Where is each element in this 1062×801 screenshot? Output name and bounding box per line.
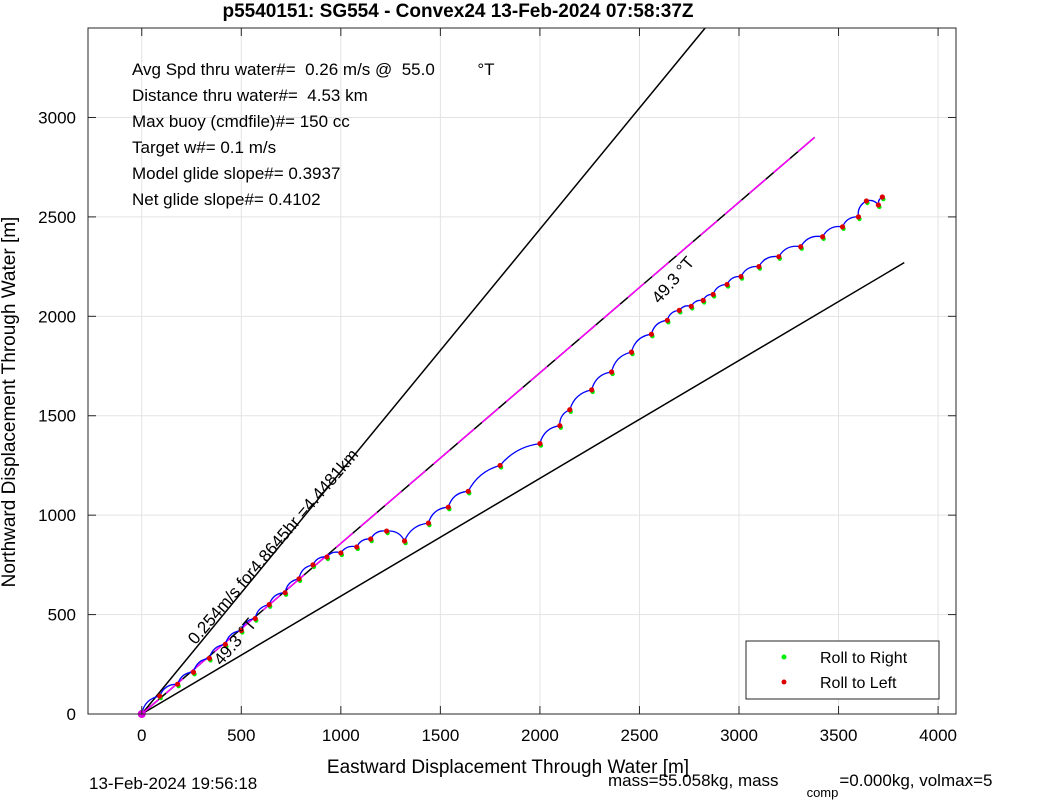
legend-label-roll-right: Roll to Right [820, 650, 908, 667]
roll-left-point [756, 264, 762, 270]
roll-markers [137, 194, 886, 718]
roll-left-point [282, 590, 288, 596]
x-tick-label: 1000 [322, 726, 360, 745]
roll-left-point [839, 224, 846, 230]
roll-left-point [537, 440, 543, 447]
x-tick-label: 1500 [421, 726, 459, 745]
legend: Roll to Right Roll to Left [745, 640, 940, 700]
roll-left-point [174, 681, 181, 687]
grid [88, 28, 956, 715]
roll-left-point [608, 369, 615, 375]
reference-line [141, 261, 905, 715]
roll-left-point [738, 273, 744, 280]
info-line: Model glide slope#= 0.3937 [132, 164, 340, 183]
track-line [141, 196, 883, 715]
roll-left-point [310, 562, 316, 568]
roll-left-point [190, 669, 197, 675]
y-axis-label: Northward Displacement Through Water [m] [0, 217, 20, 588]
footer-mass-tail: =0.000kg, volmax=5 [839, 771, 992, 790]
roll-left-point [401, 538, 408, 544]
roll-left-point [497, 462, 503, 469]
roll-left-point [700, 297, 706, 304]
roll-left-point [724, 281, 730, 288]
roll-left-point [557, 423, 563, 429]
x-tick-label: 2500 [621, 726, 659, 745]
info-line: Target w#= 0.1 m/s [132, 138, 276, 157]
roll-left-point [324, 554, 330, 560]
y-tick-label: 500 [48, 606, 76, 625]
roll-left-point [798, 244, 804, 250]
roll-left-point [338, 550, 344, 556]
roll-left-point [238, 627, 244, 634]
info-line: Max buoy (cmdfile)#= 150 cc [132, 112, 350, 131]
roll-left-point [368, 536, 374, 542]
roll-left-point [688, 303, 694, 309]
roll-left-point [266, 602, 272, 608]
x-tick-label: 0 [137, 726, 146, 745]
roll-left-point [296, 576, 302, 582]
legend-marker-roll-left [781, 679, 787, 685]
roll-left-point [820, 234, 826, 240]
footer-mass-text: mass=55.058kg, mass [608, 771, 779, 790]
roll-left-point [425, 520, 432, 526]
x-tick-label: 2000 [521, 726, 559, 745]
info-text-block: Avg Spd thru water#= 0.26 m/s @ 55.0 °T D… [132, 60, 495, 209]
roll-left-point [664, 317, 670, 323]
roll-left-point [855, 214, 862, 220]
y-tick-label: 1500 [38, 407, 76, 426]
reference-line [141, 27, 706, 715]
y-tick-label: 2000 [38, 307, 76, 326]
y-tick-label: 2500 [38, 208, 76, 227]
x-axis-label: Eastward Displacement Through Water [m] [327, 757, 689, 778]
annotation-label: 49.3 °T [648, 253, 698, 307]
roll-left-point [863, 198, 870, 204]
axes-box [87, 27, 957, 715]
y-tick-label: 0 [67, 705, 76, 724]
roll-left-point [354, 544, 360, 550]
roll-left-point [648, 331, 655, 337]
roll-left-point [589, 387, 595, 393]
y-tick-label: 1000 [38, 506, 76, 525]
footer-timestamp: 13-Feb-2024 19:56:18 [89, 774, 257, 793]
axis-ticks: 0 500 1000 1500 2000 2500 3000 3500 4000 0 500 1000… [38, 28, 957, 745]
roll-left-point [879, 194, 885, 200]
roll-left-point [157, 693, 163, 699]
annotation-label: 0.254m/s for4.8645hr =4.4481km [184, 445, 362, 648]
roll-left-point [206, 655, 213, 661]
roll-left-point [567, 407, 573, 413]
legend-label-roll-left: Roll to Left [820, 675, 897, 692]
x-tick-label: 500 [227, 726, 255, 745]
x-tick-label: 3500 [820, 726, 858, 745]
roll-left-point [875, 202, 881, 208]
legend-marker-roll-right [781, 654, 787, 660]
roll-left-point [445, 504, 451, 510]
info-line: Avg Spd thru water#= 0.26 m/s @ 55.0 °T [132, 60, 495, 79]
info-line: Net glide slope#= 0.4102 [132, 190, 321, 209]
chart-title: p5540151: SG554 - Convex24 13-Feb-2024 0… [222, 1, 693, 22]
x-tick-label: 4000 [919, 726, 957, 745]
track-series [141, 196, 883, 715]
legend-box [745, 640, 940, 700]
roll-left-point [465, 488, 471, 494]
x-tick-label: 3000 [720, 726, 758, 745]
roll-left-point [252, 615, 258, 622]
roll-left-point [710, 291, 716, 298]
roll-left-point [676, 307, 682, 313]
info-line: Distance thru water#= 4.53 km [132, 86, 368, 105]
roll-left-point [222, 641, 228, 648]
footer-mass: mass=55.058kg, mass comp=0.000kg, volmax=… [608, 771, 992, 800]
footer-mass-sub: comp [807, 785, 839, 800]
y-tick-label: 3000 [38, 108, 76, 127]
roll-left-point [628, 349, 635, 355]
roll-left-point [384, 528, 390, 534]
roll-left-point [776, 254, 782, 260]
